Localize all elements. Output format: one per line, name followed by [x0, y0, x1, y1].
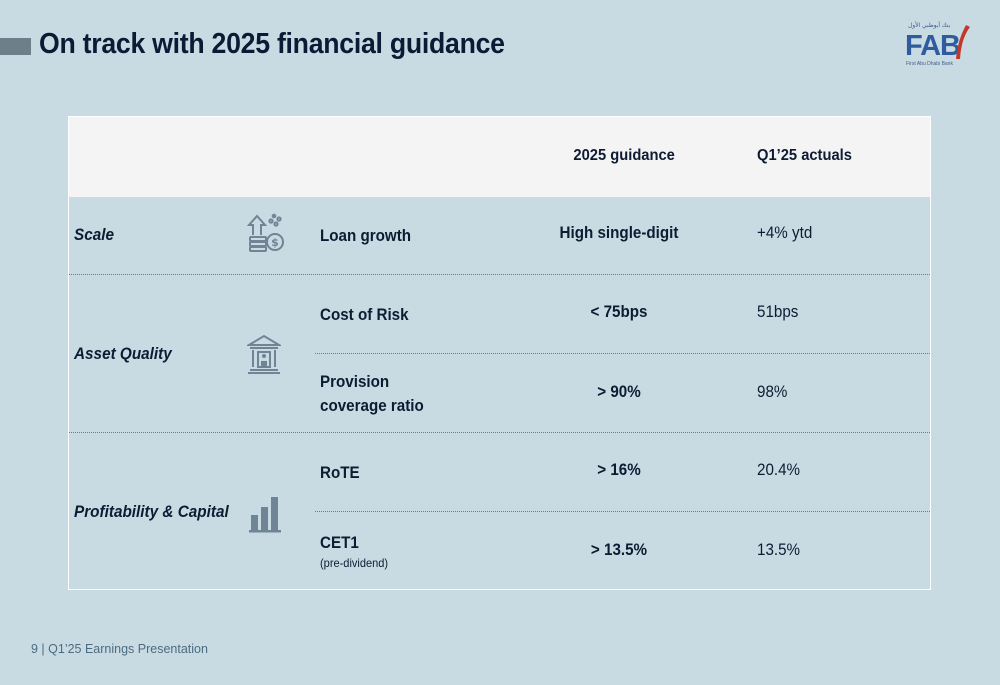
- bank-building-icon: [247, 334, 281, 374]
- title-accent-bar: [0, 38, 31, 55]
- metric-cet1-sub: (pre-dividend): [320, 556, 389, 570]
- logo-subtext: First Abu Dhabi Bank: [906, 61, 953, 67]
- column-header-actuals: Q1’25 actuals: [757, 147, 852, 164]
- svg-text:$: $: [271, 236, 279, 249]
- guidance-loan-growth: High single-digit: [559, 224, 679, 242]
- row-divider: [69, 432, 930, 433]
- guidance-cet1: > 13.5%: [590, 541, 648, 559]
- bar-chart-icon: [249, 497, 281, 533]
- category-profitability-capital: Profitability & Capital: [74, 502, 229, 521]
- metric-loan-growth: Loan growth: [320, 227, 412, 245]
- guidance-table: 2025 guidance Q1’25 actuals Scale $ Loan…: [68, 116, 931, 590]
- row-divider: [69, 274, 930, 275]
- metric-rote: RoTE: [320, 464, 360, 482]
- page-title: On track with 2025 financial guidance: [39, 28, 505, 60]
- metric-provision-coverage: Provision coverage ratio: [320, 370, 424, 418]
- fab-logo: بنك أبوظبي الأول FAB First Abu Dhabi Ban…: [900, 18, 975, 70]
- logo-arabic-text: بنك أبوظبي الأول: [908, 23, 951, 29]
- metric-cet1-label: CET1: [320, 534, 359, 552]
- row-divider: [315, 353, 930, 354]
- guidance-provision-coverage: > 90%: [597, 383, 641, 401]
- column-header-guidance: 2025 guidance: [573, 147, 675, 164]
- category-scale: Scale: [74, 225, 114, 244]
- metric-provision-line2: coverage ratio: [320, 397, 424, 415]
- metric-cet1: CET1 (pre-dividend): [320, 531, 388, 571]
- logo-text: FAB: [905, 30, 961, 62]
- guidance-rote: > 16%: [597, 461, 641, 479]
- actual-rote: 20.4%: [757, 461, 801, 479]
- actual-provision-coverage: 98%: [757, 383, 788, 401]
- category-asset-quality: Asset Quality: [74, 344, 172, 363]
- metric-provision-line1: Provision: [320, 373, 390, 391]
- guidance-cost-of-risk: < 75bps: [590, 303, 648, 321]
- actual-cost-of-risk: 51bps: [757, 303, 799, 321]
- row-divider: [315, 511, 930, 512]
- table-header: 2025 guidance Q1’25 actuals: [69, 117, 930, 197]
- logo-mark-icon: [956, 25, 970, 59]
- money-growth-icon: $: [247, 213, 284, 252]
- actual-loan-growth: +4% ytd: [757, 224, 813, 242]
- metric-cost-of-risk: Cost of Risk: [320, 306, 409, 324]
- actual-cet1: 13.5%: [757, 541, 801, 559]
- page-footer: 9 | Q1’25 Earnings Presentation: [31, 642, 208, 656]
